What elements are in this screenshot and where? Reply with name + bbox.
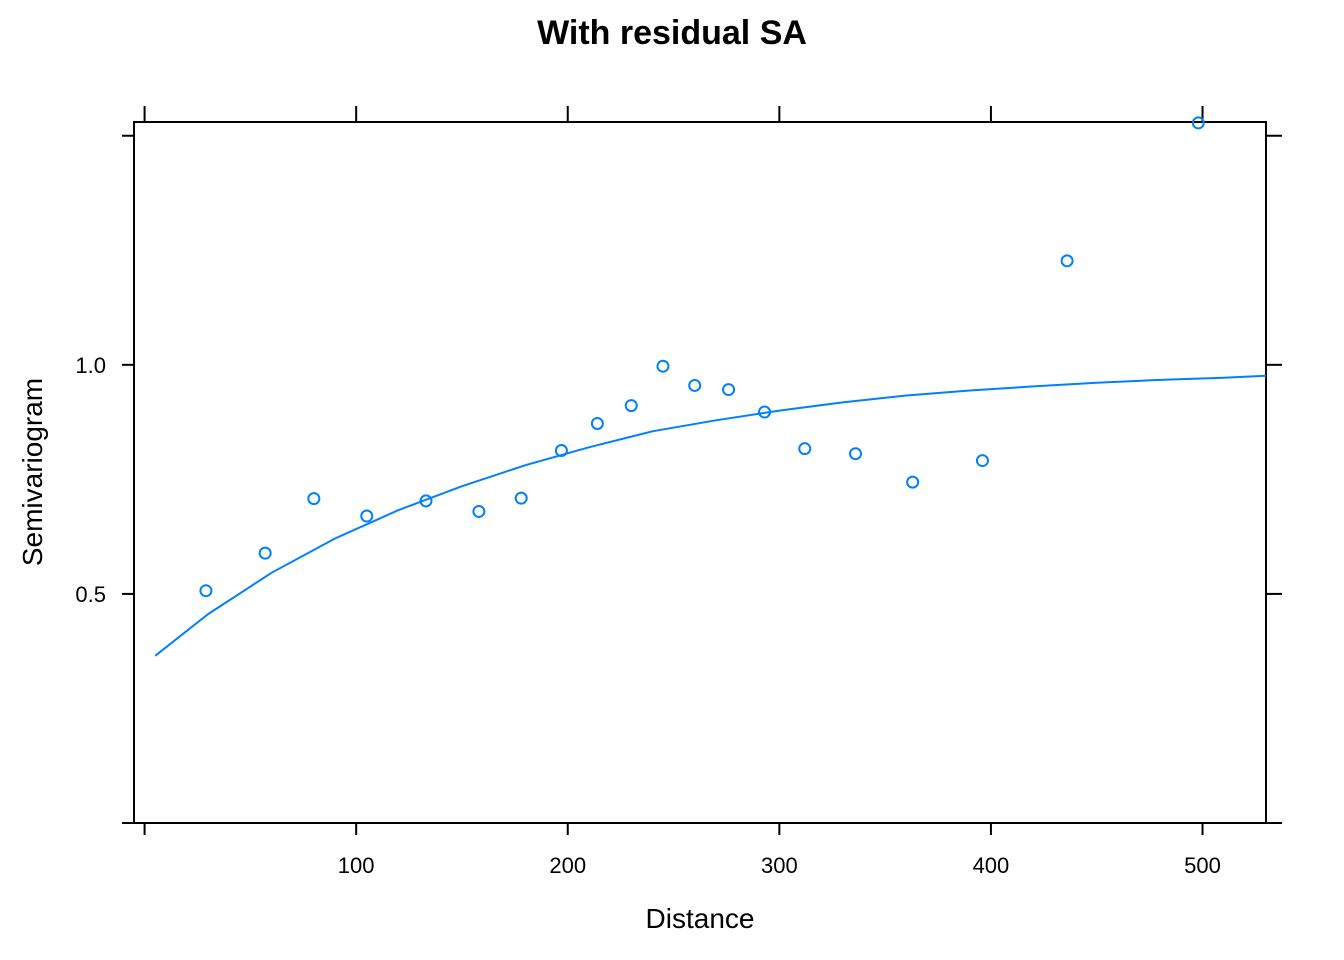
data-point xyxy=(360,509,374,523)
data-point xyxy=(307,492,321,506)
chart-title: With residual SA xyxy=(537,14,807,52)
data-point xyxy=(590,416,604,430)
y-axis-label: Semivariogram xyxy=(17,378,48,566)
data-point xyxy=(514,491,528,505)
data-point xyxy=(758,405,772,419)
data-point xyxy=(419,494,433,508)
axis-ticks: 100 200 300 400 500 0.5 1.0 xyxy=(75,106,1282,878)
x-tick-label: 200 xyxy=(549,853,586,878)
fitted-curve-layer xyxy=(154,374,1267,657)
fitted-curve xyxy=(154,374,1267,657)
data-point xyxy=(656,359,670,373)
data-point xyxy=(472,504,486,518)
data-point xyxy=(798,442,812,456)
y-tick-label: 1.0 xyxy=(75,353,106,378)
data-points-layer xyxy=(199,116,1205,598)
data-point xyxy=(199,584,213,598)
data-point xyxy=(688,378,702,392)
data-point xyxy=(975,454,989,468)
x-tick-label: 500 xyxy=(1184,853,1221,878)
data-point xyxy=(1191,116,1205,130)
x-axis-label: Distance xyxy=(646,903,755,934)
x-tick-label: 300 xyxy=(761,853,798,878)
data-point xyxy=(554,444,568,458)
data-point xyxy=(849,447,863,461)
x-tick-label: 100 xyxy=(338,853,375,878)
data-point xyxy=(722,383,736,397)
data-point xyxy=(906,475,920,489)
data-point xyxy=(1060,254,1074,268)
plot-frame xyxy=(133,121,1267,824)
x-tick-label: 400 xyxy=(973,853,1010,878)
data-point xyxy=(258,546,272,560)
y-tick-label: 0.5 xyxy=(75,582,106,607)
data-point xyxy=(624,399,638,413)
